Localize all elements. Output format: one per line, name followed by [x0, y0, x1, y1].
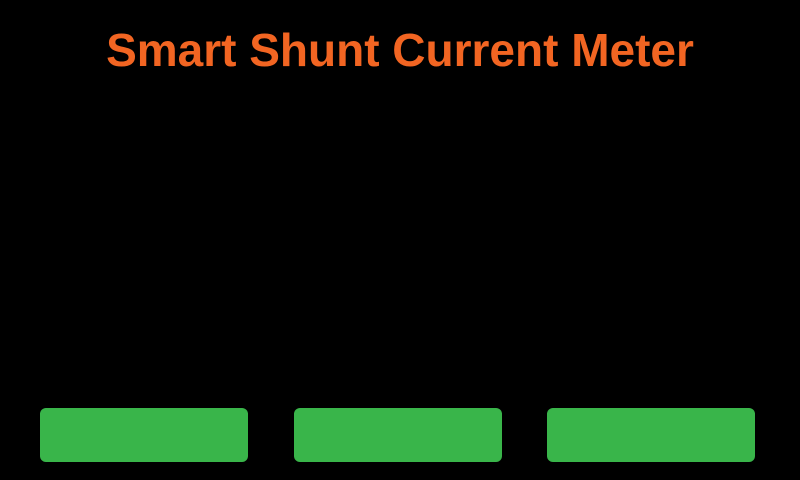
center-button[interactable]: [294, 408, 502, 462]
display-area: [0, 90, 800, 390]
left-button[interactable]: [40, 408, 248, 462]
page-title: Smart Shunt Current Meter: [106, 24, 694, 76]
right-button[interactable]: [547, 408, 755, 462]
